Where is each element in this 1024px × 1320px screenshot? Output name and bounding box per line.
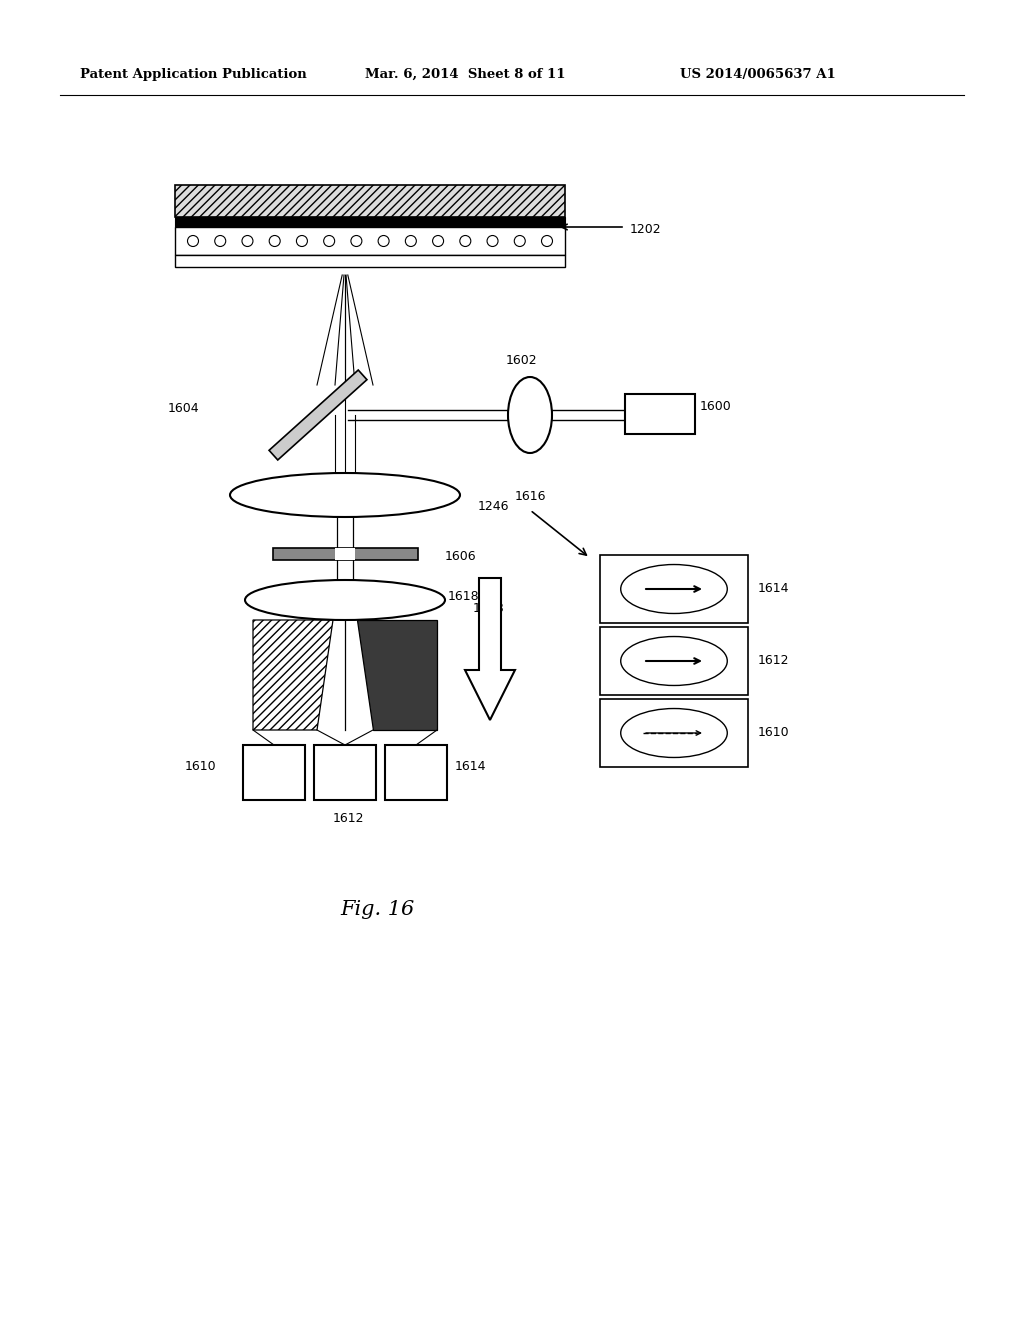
Circle shape	[487, 235, 498, 247]
Bar	[175, 216, 565, 227]
Ellipse shape	[621, 565, 727, 614]
Polygon shape	[253, 620, 333, 730]
Text: 1600: 1600	[700, 400, 732, 412]
Bar	[600, 700, 748, 767]
Text: 1614: 1614	[758, 582, 790, 595]
Circle shape	[324, 235, 335, 247]
Text: 1610: 1610	[185, 760, 217, 774]
Ellipse shape	[508, 378, 552, 453]
Text: 1604: 1604	[168, 401, 200, 414]
Circle shape	[215, 235, 225, 247]
Bar	[335, 548, 355, 560]
Text: 1202: 1202	[630, 223, 662, 236]
Bar	[625, 393, 695, 434]
Polygon shape	[465, 578, 515, 719]
Polygon shape	[357, 620, 437, 730]
Bar	[600, 554, 748, 623]
Circle shape	[460, 235, 471, 247]
Text: US 2014/0065637 A1: US 2014/0065637 A1	[680, 69, 836, 81]
Bar	[243, 744, 305, 800]
Bar	[385, 744, 447, 800]
Circle shape	[187, 235, 199, 247]
Text: 1608: 1608	[473, 602, 505, 615]
Text: Fig. 16: Fig. 16	[340, 900, 415, 919]
Bar	[314, 744, 376, 800]
Bar	[269, 370, 367, 459]
Ellipse shape	[621, 709, 727, 758]
Ellipse shape	[245, 579, 445, 620]
Circle shape	[378, 235, 389, 247]
Ellipse shape	[230, 473, 460, 517]
Bar	[175, 255, 565, 267]
Bar	[175, 227, 565, 255]
Circle shape	[514, 235, 525, 247]
Ellipse shape	[621, 636, 727, 685]
Circle shape	[351, 235, 361, 247]
Circle shape	[542, 235, 553, 247]
Text: Patent Application Publication: Patent Application Publication	[80, 69, 307, 81]
Text: 1612: 1612	[333, 812, 365, 825]
Circle shape	[406, 235, 417, 247]
Circle shape	[296, 235, 307, 247]
Bar	[273, 548, 418, 560]
Text: Mar. 6, 2014  Sheet 8 of 11: Mar. 6, 2014 Sheet 8 of 11	[365, 69, 565, 81]
Circle shape	[269, 235, 281, 247]
Text: 1618: 1618	[449, 590, 479, 602]
Text: 1612: 1612	[758, 655, 790, 668]
Bar	[600, 627, 748, 696]
Text: 1602: 1602	[506, 354, 538, 367]
Text: 1606: 1606	[445, 550, 476, 564]
Text: 1610: 1610	[758, 726, 790, 739]
Text: 1246: 1246	[478, 500, 510, 513]
Circle shape	[242, 235, 253, 247]
Text: 1614: 1614	[455, 760, 486, 774]
Text: 1616: 1616	[515, 490, 547, 503]
Circle shape	[432, 235, 443, 247]
Bar	[175, 185, 565, 216]
